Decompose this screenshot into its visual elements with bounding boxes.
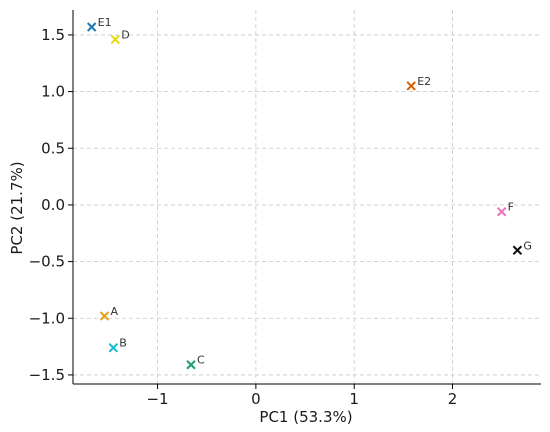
point-label: G xyxy=(523,239,532,252)
data-points: E1 D E2 F G A B C xyxy=(86,16,532,370)
grid xyxy=(73,10,541,384)
point-marker-stroke xyxy=(86,22,97,32)
point-a: A xyxy=(99,305,118,321)
axes xyxy=(72,10,541,385)
point-b: B xyxy=(108,337,127,353)
x-tick-label: −1 xyxy=(146,390,168,408)
y-tick-label: 1.5 xyxy=(41,26,65,44)
tick-marks xyxy=(68,34,454,389)
point-marker-stroke xyxy=(99,311,110,321)
y-tick-label: −1.0 xyxy=(29,309,65,327)
point-marker-stroke xyxy=(110,34,120,45)
point-f: F xyxy=(496,201,514,217)
tick-labels: −1 0 1 2 −1.5 −1.0 −0.5 0.0 0.5 1.0 1.5 xyxy=(29,26,458,408)
point-g: G xyxy=(512,239,532,255)
x-tick-label: 0 xyxy=(251,390,261,408)
point-label: C xyxy=(197,354,205,367)
point-label: B xyxy=(119,337,127,350)
point-marker-stroke xyxy=(512,245,523,255)
y-tick-label: −0.5 xyxy=(29,253,65,271)
point-c: C xyxy=(186,354,205,370)
point-marker-stroke xyxy=(108,343,119,353)
point-marker-stroke xyxy=(406,81,416,91)
x-tick-label: 2 xyxy=(448,390,458,408)
point-label: E2 xyxy=(417,75,431,88)
point-marker-stroke xyxy=(186,360,196,370)
point-marker-stroke xyxy=(496,207,507,217)
y-tick-label: 1.0 xyxy=(41,83,65,101)
y-axis-title: PC2 (21.7%) xyxy=(8,161,26,254)
y-tick-label: −1.5 xyxy=(29,366,65,384)
x-axis-title: PC1 (53.3%) xyxy=(259,408,352,426)
y-tick-label: 0.5 xyxy=(41,139,65,157)
point-e1: E1 xyxy=(86,16,112,32)
y-tick-label: 0.0 xyxy=(41,196,65,214)
point-label: F xyxy=(508,201,514,214)
point-label: D xyxy=(121,28,129,41)
point-d: D xyxy=(110,28,130,45)
x-tick-label: 1 xyxy=(349,390,359,408)
point-label: E1 xyxy=(98,16,112,29)
point-e2: E2 xyxy=(406,75,431,91)
point-label: A xyxy=(110,305,118,318)
